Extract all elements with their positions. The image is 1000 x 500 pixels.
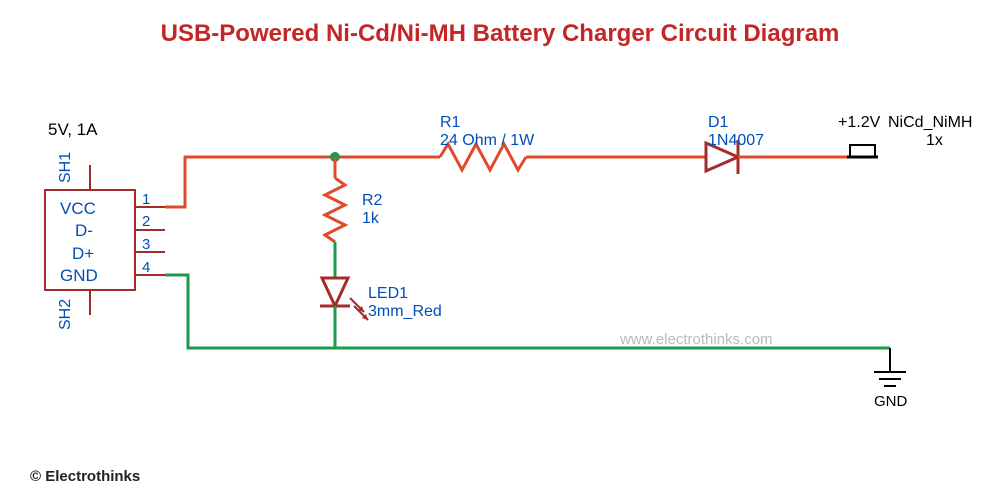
svg-text:SH1: SH1 [57,152,74,183]
svg-text:GND: GND [60,266,98,285]
ground-symbol: GND [874,372,908,410]
svg-text:+1.2V: +1.2V [838,114,881,131]
svg-text:R2: R2 [362,192,383,209]
power-source-label: 5V, 1A [48,120,98,139]
svg-text:D-: D- [75,221,93,240]
svg-text:GND: GND [874,393,908,410]
copyright: © Electrothinks [30,468,140,485]
svg-text:1x: 1x [926,132,943,149]
diode-d1: D1 1N4007 [706,114,764,174]
svg-text:VCC: VCC [60,199,96,218]
usb-connector: VCC D- D+ GND 1 2 3 4 SH1 SH2 [45,152,165,330]
svg-text:3: 3 [142,236,150,253]
svg-text:SH2: SH2 [57,299,74,330]
svg-text:2: 2 [142,213,150,230]
svg-text:D1: D1 [708,114,729,131]
svg-text:24 Ohm / 1W: 24 Ohm / 1W [440,132,535,149]
resistor-r2: R2 1k [325,178,383,242]
svg-text:NiCd_NiMH: NiCd_NiMH [888,114,972,131]
svg-text:R1: R1 [440,114,461,131]
watermark: www.electrothinks.com [620,331,773,348]
svg-text:1k: 1k [362,210,380,227]
wire-vcc [165,157,440,207]
svg-text:1: 1 [142,191,150,208]
svg-text:D+: D+ [72,244,94,263]
output-terminal: +1.2V NiCd_NiMH 1x [838,114,972,157]
svg-text:LED1: LED1 [368,285,408,302]
circuit-diagram: VCC D- D+ GND 1 2 3 4 SH1 SH2 5V, 1A R2 … [0,0,1000,500]
wire-gnd [165,275,890,348]
led1: LED1 3mm_Red [320,278,442,320]
svg-text:1N4007: 1N4007 [708,132,764,149]
svg-text:4: 4 [142,259,150,276]
resistor-r1: R1 24 Ohm / 1W [440,114,535,170]
svg-text:3mm_Red: 3mm_Red [368,303,442,320]
